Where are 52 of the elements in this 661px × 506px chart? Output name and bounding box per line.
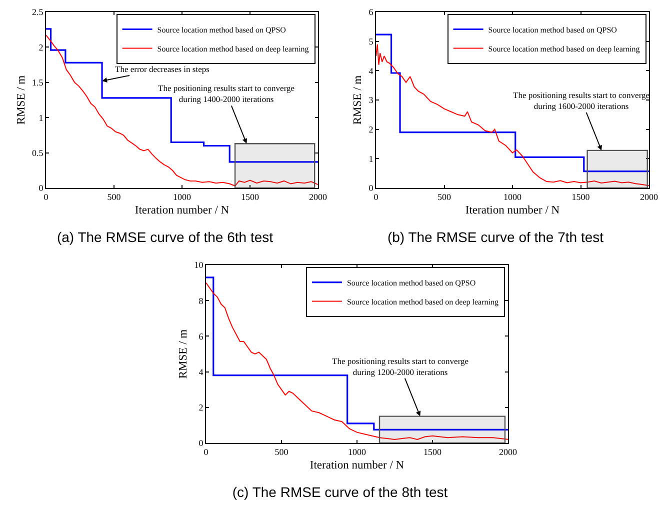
y-tick-label: 2 [198,402,204,413]
legend-label: Source location method based on deep learning [488,44,640,54]
x-tick-label: 1500 [241,192,260,202]
x-tick-label: 1000 [504,192,522,202]
x-tick-label: 2000 [309,192,328,202]
x-axis-title: Iteration number / N [310,459,405,472]
y-tick-label: 4 [368,66,374,76]
y-tick-label: 10 [194,260,204,270]
y-tick-label: 4 [198,366,204,377]
y-tick-label: 5 [368,36,374,46]
x-tick-label: 500 [438,192,452,202]
annotation: The positioning results start to converge during 1200-2000 iterations [332,356,469,378]
text: (a) The RMSE curve of the 6th test [56,228,274,246]
legend-label: Source location method based on deep learning [346,297,498,306]
y-tick-label: 0 [38,183,44,194]
x-tick-label: 1000 [348,446,366,457]
y-axis-title: RMSE / m [178,329,190,379]
legend-label: Source location method based on QPSO [346,278,476,288]
y-tick-label: 0.5 [32,148,44,158]
text: (c) The RMSE curve of the 8th test [231,483,449,501]
y-tick-label: 3 [368,95,374,106]
line-series [46,34,318,186]
legend-label: Source location method based on QPSO [488,25,618,34]
y-tick-label: 2.5 [32,7,44,18]
x-tick-label: 1500 [572,192,590,202]
x-tick-label: 2000 [499,446,518,457]
y-tick-label: 2 [38,42,44,52]
legend-label: Source location method based on deep learning [157,44,309,54]
y-tick-label: 1 [368,154,374,164]
y-tick-label: 8 [198,296,204,306]
y-tick-label: 0 [368,183,374,194]
x-tick-label: 2000 [640,192,658,202]
line-series [376,44,649,186]
annotation: The positioning results start to converge during 1600-2000 iterations [513,90,650,112]
y-axis-title: RMSE / m [15,75,28,125]
y-axis-title: RMSE / m [352,75,364,125]
x-tick-label: 1000 [173,192,192,202]
legend-label: Source location method based on QPSO [157,25,286,34]
x-axis-title: Iteration number / N [465,204,560,216]
x-tick-label: 500 [107,192,122,202]
x-tick-label: 500 [274,446,289,457]
annotation: The positioning results start to converge during 1400-2000 iterations [158,83,295,104]
x-tick-label: 1500 [424,446,442,457]
y-tick-label: 6 [368,7,374,18]
y-tick-label: 2 [368,124,374,134]
x-axis-title: Iteration number / N [134,204,230,216]
annotation: The error decreases in steps [115,64,210,74]
y-tick-label: 1.5 [32,78,44,88]
y-tick-label: 1 [38,112,44,123]
y-tick-label: 6 [198,331,204,342]
y-tick-label: 0 [198,438,204,448]
text: (b) The RMSE curve of the 7th test [386,228,605,246]
